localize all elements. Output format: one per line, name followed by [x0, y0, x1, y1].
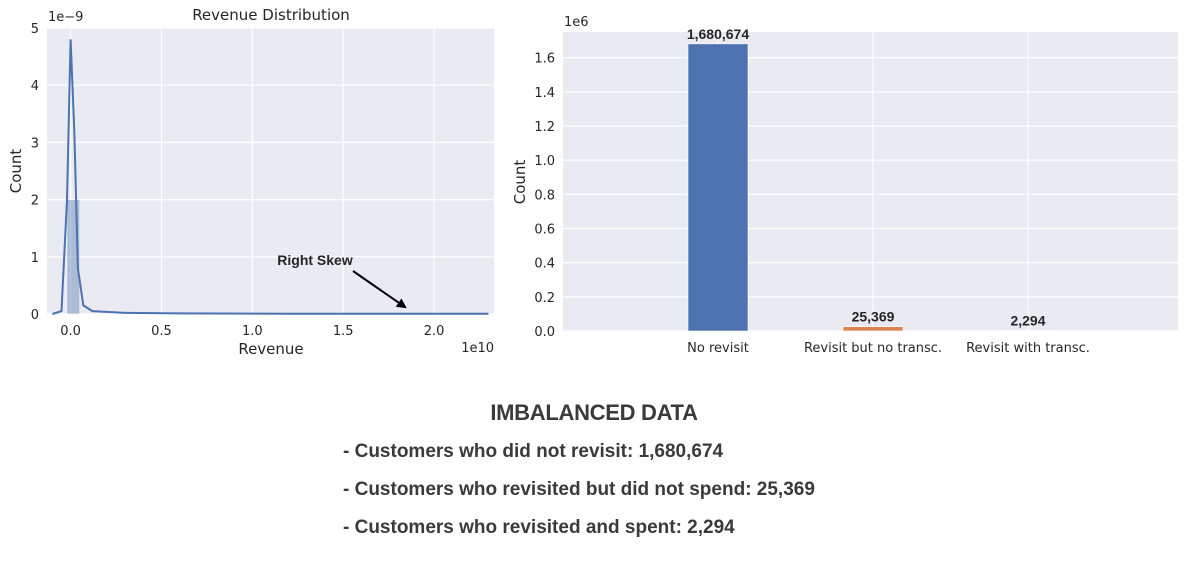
bar-y-tick-label: 0.0: [534, 325, 555, 340]
histogram-y-tick-label: 1: [31, 251, 39, 266]
bar-value-label: 25,369: [852, 309, 895, 325]
bar-value-label: 2,294: [1010, 313, 1045, 329]
bar-1: [687, 43, 749, 332]
histogram-y-tick-label: 3: [31, 136, 39, 151]
bar-y-exponent: 1e6: [564, 15, 589, 30]
histogram-y-exponent: 1e−9: [48, 10, 83, 25]
bar-y-tick-label: 0.8: [534, 188, 555, 203]
bar-grid: [563, 32, 1178, 332]
bar-y-tick-label: 1.2: [534, 120, 555, 135]
histogram-x-tick-label: 1.5: [333, 324, 354, 339]
right-skew-annotation: Right Skew: [277, 252, 353, 268]
bar-bars: 1,680,674 25,369 2,294: [687, 26, 1059, 332]
bar-y-tick-label: 1.0: [534, 154, 555, 169]
summary-line-revisit-spent: - Customers who revisited and spent: 2,2…: [343, 517, 735, 538]
histogram-y-tick-label: 2: [31, 194, 39, 209]
bar-2: [842, 326, 904, 332]
summary-line-revisit-no-spend: - Customers who revisited but did not sp…: [343, 479, 815, 500]
summary-line-no-revisit: - Customers who did not revisit: 1,680,6…: [343, 441, 724, 462]
summary-section: IMBALANCED DATA - Customers who did not …: [0, 400, 1188, 554]
right-skew-arrow-head: [395, 298, 407, 309]
bar-category-label: Revisit with transc.: [966, 341, 1090, 356]
histogram-title: Revenue Distribution: [192, 6, 350, 24]
bar-y-label: Count: [511, 160, 529, 205]
bar-y-tick-label: 0.4: [534, 257, 555, 272]
histogram-x-tick-label: 0.5: [151, 324, 172, 339]
histogram-x-exponent: 1e10: [461, 341, 494, 356]
bar-y-tick-label: 1.6: [534, 52, 555, 67]
histogram-y-label: Count: [7, 149, 25, 194]
bar-plot-area: [563, 32, 1178, 331]
histogram-y-tick-label: 0: [31, 308, 39, 323]
bar-category-label: Revisit but no transc.: [804, 341, 942, 356]
summary-title: IMBALANCED DATA: [490, 400, 698, 425]
bar-category-label: No revisit: [687, 341, 749, 356]
bar-y-tick-label: 0.6: [534, 222, 555, 237]
histogram-x-tick-label: 2.0: [424, 324, 445, 339]
histogram-kde: [52, 39, 489, 315]
histogram-plot-area: [47, 28, 494, 314]
histogram-chart: 0.0 0.5 1.0 1.5 2.0 0 1 2 3 4 5 Revenue Distributi…: [7, 6, 494, 358]
histogram-x-label: Revenue: [238, 340, 303, 358]
bar-ticks: 0.0 0.2 0.4 0.6 0.8 1.0 1.2 1.4 1.6 No revisit Rev…: [534, 52, 1090, 356]
bar-y-tick-label: 1.4: [534, 86, 555, 101]
summary-list: - Customers who did not revisit: 1,680,6…: [343, 440, 1188, 554]
charts-canvas: 0.0 0.5 1.0 1.5 2.0 0 1 2 3 4 5 Revenue Distributi…: [7, 6, 1178, 358]
histogram-y-tick-label: 4: [31, 79, 39, 94]
bar-value-label: 1,680,674: [687, 26, 749, 42]
histogram-x-tick-label: 1.0: [242, 324, 263, 339]
histogram-kde-line: [52, 39, 489, 315]
histogram-y-tick-label: 5: [31, 22, 39, 37]
histogram-x-tick-label: 0.0: [60, 324, 81, 339]
right-skew-arrow: [352, 270, 400, 304]
bar-y-tick-label: 0.2: [534, 291, 555, 306]
bar-chart: 1,680,674 25,369 2,294 0.0 0.2 0.4 0.6 0.8 1.0 1…: [511, 15, 1178, 356]
histogram-ticks: 0.0 0.5 1.0 1.5 2.0 0 1 2 3 4 5: [31, 22, 445, 339]
